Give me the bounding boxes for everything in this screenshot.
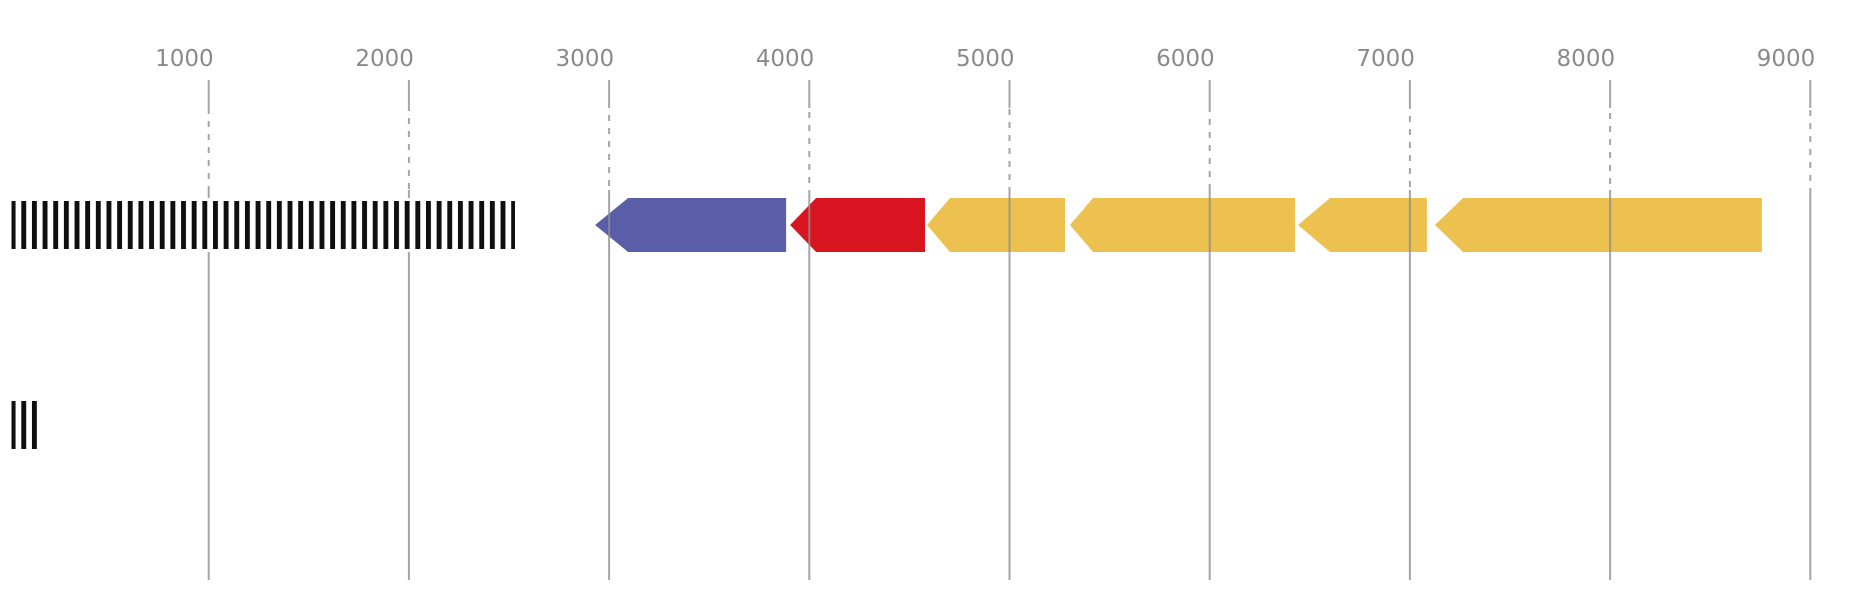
gene-arrow-gene-4 — [1070, 198, 1295, 252]
tick-label-6000: 6000 — [1156, 46, 1215, 72]
tick-label-4000: 4000 — [756, 46, 815, 72]
gene-arrow-gene-5 — [1298, 198, 1427, 252]
hatched-region-a — [8, 198, 518, 252]
tick-label-9000: 9000 — [1757, 46, 1816, 72]
tick-label-1000: 1000 — [155, 46, 214, 72]
tick-label-2000: 2000 — [355, 46, 414, 72]
hatched-region-b-hatch — [11, 401, 39, 449]
tick-label-7000: 7000 — [1356, 46, 1415, 72]
tick-label-5000: 5000 — [956, 46, 1015, 72]
gene-arrow-gene-6 — [1434, 198, 1762, 252]
hatched-region-b — [8, 398, 42, 452]
gene-arrow-gene-1 — [595, 198, 787, 252]
tick-label-3000: 3000 — [556, 46, 615, 72]
tick-label-8000: 8000 — [1557, 46, 1616, 72]
hatched-regions-layer — [8, 198, 518, 452]
hatched-region-a-hatch — [11, 201, 515, 249]
gene-arrow-gene-2 — [790, 198, 925, 252]
axis-grid-layer: 1000 2000 3000 4000 5000 6000 7000 8000 9000 — [155, 46, 1815, 580]
gene-arrows-layer — [595, 198, 1762, 252]
gene-arrow-gene-3 — [927, 198, 1065, 252]
